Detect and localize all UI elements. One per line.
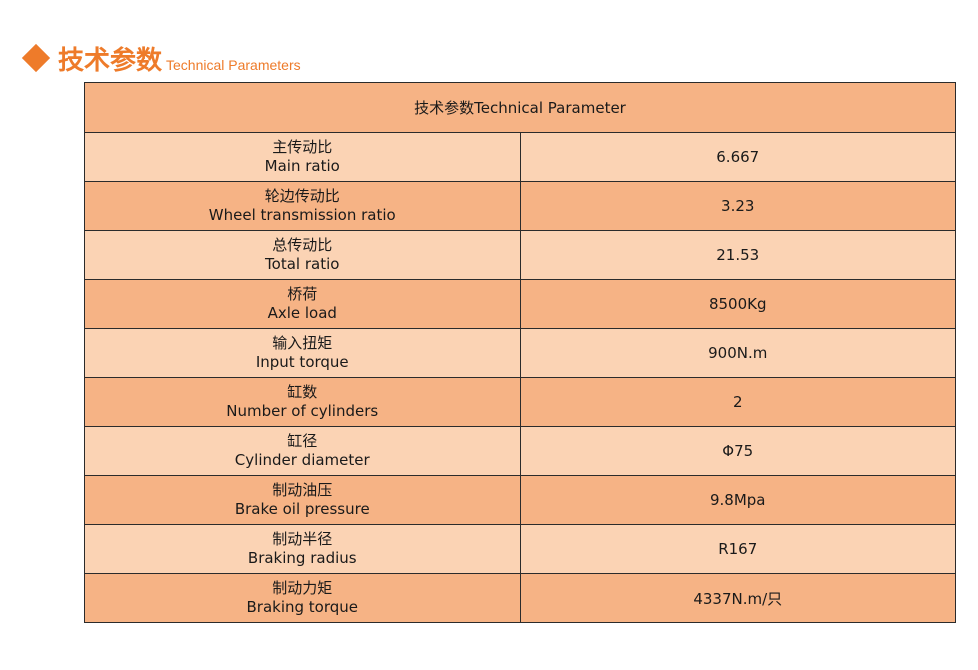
param-label-en: Number of cylinders [226,402,379,420]
param-value: 21.53 [519,230,956,280]
param-label-cn: 主传动比 [272,138,333,156]
table-row: 缸径 Cylinder diameter Φ75 [84,426,956,476]
param-label-en: Axle load [267,304,337,322]
param-label: 制动力矩 Braking torque [84,573,521,623]
param-label-en: Main ratio [264,157,340,175]
diamond-icon [21,43,51,73]
table-row: 输入扭矩 Input torque 900N.m [84,328,956,378]
param-value: R167 [519,524,956,574]
param-label-cn: 轮边传动比 [264,187,340,205]
param-label-cn: 制动力矩 [272,579,333,597]
param-label: 总传动比 Total ratio [84,230,521,280]
param-label-en: Wheel transmission ratio [208,206,396,224]
param-label-en: Braking radius [247,549,357,567]
param-label-cn: 缸数 [287,383,318,401]
param-value: 2 [519,377,956,427]
param-value: 4337N.m/只 [519,573,956,623]
param-value: 6.667 [519,132,956,182]
table-row: 主传动比 Main ratio 6.667 [84,132,956,182]
table-row: 制动力矩 Braking torque 4337N.m/只 [84,573,956,623]
section-heading: 技术参数 Technical Parameters [20,40,301,76]
param-value: 900N.m [519,328,956,378]
param-label: 桥荷 Axle load [84,279,521,329]
param-label-cn: 制动半径 [272,530,333,548]
table-row: 总传动比 Total ratio 21.53 [84,230,956,280]
param-label: 输入扭矩 Input torque [84,328,521,378]
param-value: 9.8Mpa [519,475,956,525]
param-label-cn: 输入扭矩 [272,334,333,352]
table-row: 制动油压 Brake oil pressure 9.8Mpa [84,475,956,525]
param-label-cn: 桥荷 [287,285,318,303]
param-label-cn: 缸径 [287,432,318,450]
param-label-en: Brake oil pressure [234,500,370,518]
param-label: 缸数 Number of cylinders [84,377,521,427]
param-label: 制动油压 Brake oil pressure [84,475,521,525]
table-row: 缸数 Number of cylinders 2 [84,377,956,427]
param-label: 主传动比 Main ratio [84,132,521,182]
table-header-row: 技术参数Technical Parameter [84,82,956,133]
table-row: 桥荷 Axle load 8500Kg [84,279,956,329]
param-label-en: Braking torque [246,598,359,616]
param-value: Φ75 [519,426,956,476]
param-label-cn: 制动油压 [272,481,333,499]
section-title-cn: 技术参数 [58,46,163,76]
param-label-en: Input torque [255,353,349,371]
technical-parameters-table: 技术参数Technical Parameter 主传动比 Main ratio … [84,82,956,623]
table-header: 技术参数Technical Parameter [84,82,956,133]
param-label-en: Cylinder diameter [234,451,370,469]
param-label: 缸径 Cylinder diameter [84,426,521,476]
param-value: 3.23 [519,181,956,231]
param-label: 制动半径 Braking radius [84,524,521,574]
param-label: 轮边传动比 Wheel transmission ratio [84,181,521,231]
section-title-en: Technical Parameters [166,57,301,73]
param-label-cn: 总传动比 [272,236,333,254]
param-value: 8500Kg [519,279,956,329]
param-label-en: Total ratio [265,255,340,273]
table-row: 制动半径 Braking radius R167 [84,524,956,574]
table-row: 轮边传动比 Wheel transmission ratio 3.23 [84,181,956,231]
